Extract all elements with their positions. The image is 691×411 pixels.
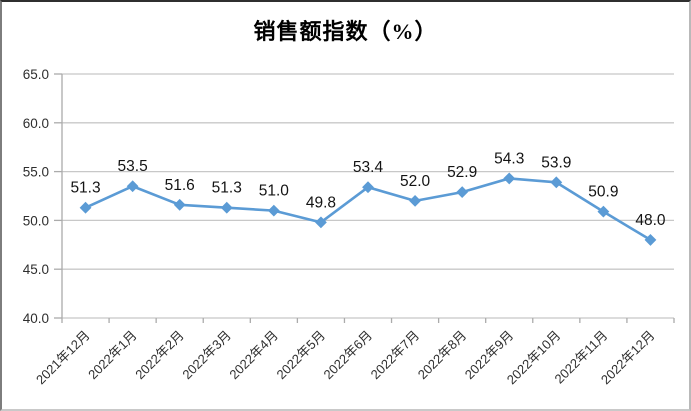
data-point-marker (315, 216, 327, 229)
data-point-label: 50.9 (588, 184, 618, 201)
x-axis-tick-label: 2022年1月 (85, 328, 140, 383)
data-point-label: 52.9 (447, 164, 477, 181)
data-point-label: 52.0 (400, 173, 431, 190)
data-point-label: 48.0 (635, 212, 666, 229)
data-point-label: 51.6 (165, 177, 195, 194)
data-point-label: 49.8 (306, 194, 336, 211)
data-point-label: 51.0 (259, 183, 290, 200)
data-point-marker (173, 198, 186, 211)
x-axis-tick-label: 2022年8月 (415, 328, 470, 383)
y-axis-tick-label: 60.0 (23, 116, 49, 131)
data-point-label: 53.4 (353, 159, 384, 176)
x-axis-tick-label: 2021年12月 (33, 328, 93, 388)
data-point-marker (597, 205, 610, 218)
data-point-marker (79, 201, 92, 214)
x-axis-tick-label: 2022年7月 (368, 328, 423, 383)
data-point-marker (220, 201, 233, 214)
data-point-label: 51.3 (212, 180, 242, 197)
data-point-label: 51.3 (70, 180, 100, 197)
data-point-marker (409, 194, 421, 207)
data-point-marker (644, 234, 657, 246)
x-axis-tick-label: 2022年5月 (273, 328, 328, 383)
y-axis-tick-label: 40.0 (23, 311, 49, 326)
data-point-marker (267, 204, 280, 217)
x-axis-tick-label: 2022年3月 (179, 328, 234, 383)
chart-title: 销售额指数（%） (253, 19, 438, 44)
x-axis-tick-label: 2022年6月 (321, 328, 376, 383)
x-axis-tick-label: 2022年2月 (132, 328, 187, 383)
data-point-marker (362, 181, 374, 194)
data-point-marker (126, 180, 139, 193)
y-axis-tick-label: 45.0 (23, 262, 49, 277)
y-axis-tick-label: 50.0 (23, 213, 49, 228)
x-axis-tick-label: 2022年4月 (226, 328, 281, 383)
y-axis-tick-label: 65.0 (23, 67, 49, 82)
data-point-label: 53.5 (118, 158, 148, 175)
data-point-label: 53.9 (541, 154, 571, 171)
data-point-marker (550, 176, 563, 189)
data-point-marker (456, 186, 469, 199)
y-axis-tick-label: 55.0 (23, 165, 49, 180)
data-point-label: 54.3 (494, 150, 524, 167)
data-point-marker (503, 172, 516, 185)
